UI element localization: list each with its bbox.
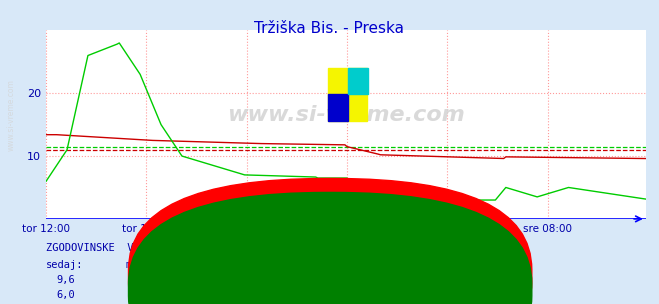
Text: 6,0: 6,0 [57,290,75,300]
Text: pretok[m3/s]: pretok[m3/s] [339,290,415,300]
Bar [348,68,368,95]
Text: 13,4: 13,4 [271,275,296,285]
Text: Tržiška Bis. - Preska: Tržiška Bis. - Preska [254,21,405,36]
Text: 6,0: 6,0 [136,290,154,300]
Text: temperatura[C]: temperatura[C] [339,275,427,285]
Text: 11,0: 11,0 [198,275,223,285]
Text: www.si-vreme.com: www.si-vreme.com [227,105,465,125]
Text: 11,4: 11,4 [198,290,223,300]
Text: ZGODOVINSKE  VREDNOSTI  (črtkana  črta):: ZGODOVINSKE VREDNOSTI (črtkana črta): [46,243,296,253]
Text: www.si-vreme.com: www.si-vreme.com [7,80,16,151]
Text: maks.:: maks.: [264,260,301,270]
Bar [328,68,367,121]
Text: 28,0: 28,0 [271,290,296,300]
Text: 9,4: 9,4 [136,275,154,285]
Bar [328,95,348,121]
Text: povpr.:: povpr.: [191,260,235,270]
Text: Tržiška Bis. - Preska: Tržiška Bis. - Preska [330,260,461,270]
Text: sedaj:: sedaj: [46,260,84,270]
Text: min.:: min.: [125,260,156,270]
Text: 9,6: 9,6 [57,275,75,285]
